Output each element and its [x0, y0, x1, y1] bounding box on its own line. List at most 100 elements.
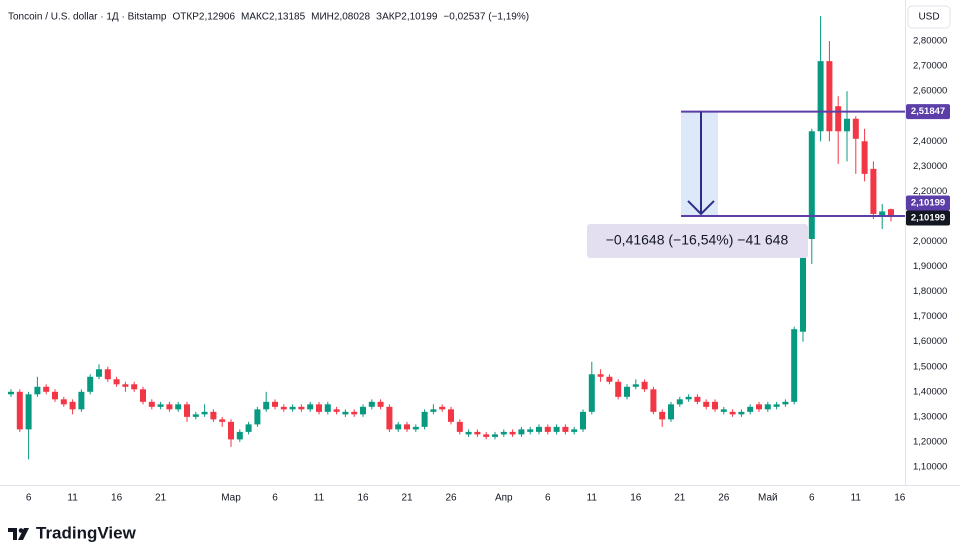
candle [500, 429, 507, 437]
candle [773, 401, 780, 410]
candle-body [316, 404, 322, 412]
ohlc-label: ЗАКР [376, 12, 402, 23]
candle-body [166, 404, 173, 410]
candle-body [474, 431, 481, 435]
candle [333, 406, 340, 415]
candle-body [104, 369, 111, 380]
candle [861, 128, 868, 182]
ohlc-label: ОТКР [173, 12, 200, 23]
y-tick-label: 2,30000 [913, 161, 947, 172]
candle-body [659, 411, 666, 420]
candle-body [254, 409, 261, 425]
x-tick-label: 11 [67, 493, 78, 504]
candle [289, 404, 296, 412]
candle-body [676, 399, 683, 405]
currency-label[interactable]: USD [918, 12, 939, 23]
logo-mark [18, 528, 24, 533]
candle-body [694, 396, 701, 402]
candle [729, 409, 736, 417]
candle-body [16, 391, 23, 430]
candle [60, 396, 67, 407]
x-tick-label: 11 [314, 493, 325, 504]
candle-body [791, 329, 798, 402]
candle [8, 389, 14, 397]
candle [738, 409, 745, 417]
candle-body [307, 404, 314, 410]
candle-body [632, 384, 639, 387]
candle [368, 399, 375, 410]
candle-body [69, 401, 76, 410]
y-tick-label: 1,70000 [913, 311, 947, 322]
candle-body [412, 426, 419, 430]
candle-body [324, 404, 331, 412]
candle [870, 161, 877, 219]
y-tick-label: 2,20000 [913, 186, 947, 197]
candle [254, 406, 261, 427]
candle-body [78, 391, 85, 410]
candle-body [219, 419, 226, 422]
candle [518, 426, 525, 437]
candle-body [465, 431, 472, 435]
y-tick-label: 2,80000 [913, 36, 947, 47]
candle-body [184, 404, 190, 417]
y-tick-label: 2,60000 [913, 86, 947, 97]
candle-body [456, 421, 463, 432]
candle-body [421, 411, 428, 427]
candle [113, 376, 120, 387]
candle-body [870, 168, 877, 214]
candle-body [8, 391, 14, 395]
candle [571, 426, 578, 435]
candle-body [588, 374, 595, 412]
candle-body [430, 409, 437, 412]
ohlc-value: 2,10199 [401, 12, 438, 23]
x-tick-label: 16 [357, 493, 369, 504]
candle [562, 424, 569, 435]
x-tick-label: 6 [809, 493, 815, 504]
ohlc-value: 2,13185 [269, 12, 306, 23]
candle-body [518, 429, 525, 435]
y-tick-label: 1,80000 [913, 286, 947, 297]
candle-body [738, 411, 745, 415]
candle-body [500, 431, 507, 435]
candle-body [817, 61, 824, 132]
y-tick-label: 1,50000 [913, 361, 947, 372]
candle [324, 401, 331, 415]
candle [192, 411, 199, 420]
candle [782, 399, 789, 407]
candle [668, 401, 674, 422]
candle-body [280, 406, 287, 410]
candle-body [720, 409, 727, 412]
candle [43, 384, 50, 395]
x-tick-label: 6 [545, 493, 551, 504]
candle-body [395, 424, 402, 430]
candle [245, 421, 252, 435]
candle-body [298, 406, 305, 410]
header: Toncoin / U.S. dollar · 1Д · Bitstamp ОТ… [8, 12, 529, 23]
candle [184, 401, 190, 422]
candle [421, 409, 428, 430]
ohlc-value: 2,08028 [334, 12, 371, 23]
candle [720, 406, 727, 415]
currency-button[interactable] [907, 5, 951, 29]
candle-body [800, 238, 806, 332]
candle [157, 401, 164, 410]
price-tag [906, 210, 950, 226]
candle-body [844, 118, 850, 132]
candle [52, 389, 58, 402]
candle-body [157, 404, 164, 407]
candle-body [835, 106, 842, 132]
x-tick-label: 26 [718, 493, 730, 504]
x-tick-label: 16 [894, 493, 906, 504]
candle-body [580, 411, 586, 430]
y-tick-label: 2,00000 [913, 236, 947, 247]
candle-body [747, 406, 754, 412]
logo-mark [18, 528, 29, 540]
brand-name: TradingView [36, 523, 137, 542]
candle [316, 401, 322, 415]
candle [131, 381, 138, 392]
x-tick-label: Апр [495, 493, 513, 504]
x-tick-label: Мар [221, 493, 241, 504]
candle-body [351, 411, 358, 415]
candle-body [826, 61, 833, 132]
candle [430, 404, 437, 415]
